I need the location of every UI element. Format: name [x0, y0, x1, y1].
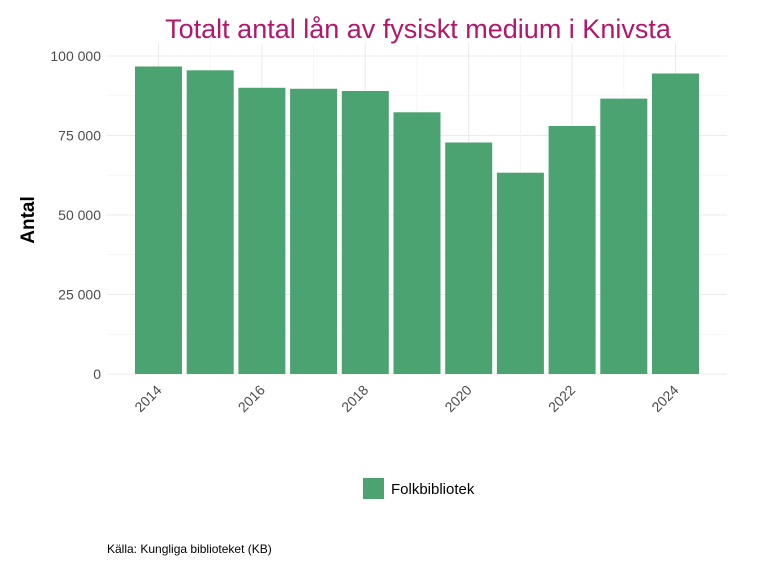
y-axis-label: Antal	[18, 196, 39, 244]
bar-2023	[600, 98, 648, 374]
x-tick-label: 2022	[545, 382, 578, 415]
bar-2021	[496, 172, 544, 374]
bar-2020	[445, 142, 493, 374]
bar-2016	[238, 87, 286, 375]
y-tick-label: 75 000	[58, 128, 101, 144]
y-tick-label: 50 000	[58, 207, 101, 223]
x-tick-label: 2020	[441, 382, 474, 415]
x-axis-ticks: 2014 2016 2018 2020 2022 2024	[131, 382, 681, 415]
bar-2017	[290, 88, 338, 374]
bar-2014	[135, 66, 182, 374]
chart-title: Totalt antal lån av fysiskt medium i Kni…	[165, 14, 672, 44]
x-tick-label: 2014	[131, 382, 164, 415]
y-tick-label: 0	[93, 366, 101, 382]
bar-2022	[548, 125, 596, 375]
y-axis-ticks: 0 25 000 50 000 75 000 100 000	[50, 48, 101, 382]
bar-2018	[341, 90, 389, 374]
bar-2024	[652, 73, 699, 375]
x-tick-label: 2016	[235, 382, 268, 415]
bar-2019	[393, 112, 441, 374]
legend-swatch	[363, 478, 384, 499]
x-tick-label: 2018	[338, 382, 371, 415]
caption: Källa: Kungliga biblioteket (KB)	[107, 542, 272, 556]
legend: Folkbibliotek	[363, 478, 475, 499]
y-tick-label: 100 000	[50, 48, 101, 64]
bars	[135, 66, 699, 375]
x-tick-label: 2024	[648, 382, 681, 415]
bar-2015	[186, 70, 234, 374]
y-tick-label: 25 000	[58, 287, 101, 303]
legend-label: Folkbibliotek	[391, 481, 475, 498]
